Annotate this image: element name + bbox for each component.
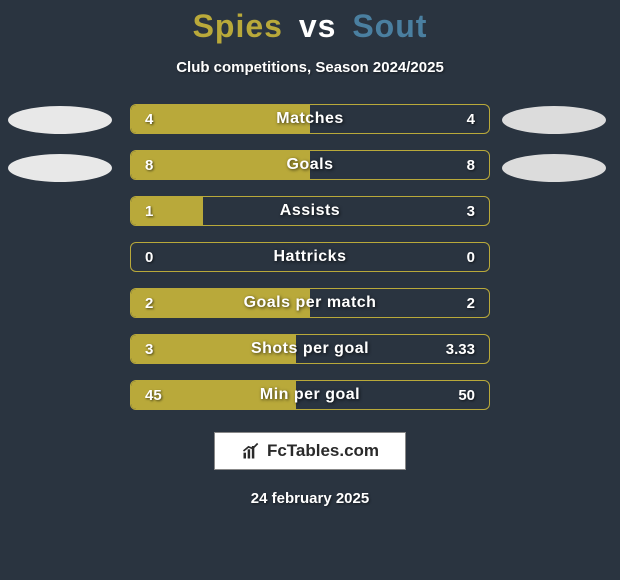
player2-name: Sout [352, 8, 427, 44]
right-badges [502, 104, 612, 410]
badge-ellipse-icon [8, 154, 112, 182]
stat-value-left: 8 [135, 157, 195, 174]
content: 4Matches48Goals81Assists30Hattricks02Goa… [0, 104, 620, 410]
left-badges [8, 104, 118, 410]
stat-value-right: 50 [425, 387, 485, 404]
stat-value-right: 0 [425, 249, 485, 266]
brand-badge: FcTables.com [214, 432, 406, 470]
stat-value-left: 1 [135, 203, 195, 220]
stat-value-left: 2 [135, 295, 195, 312]
stat-value-left: 3 [135, 341, 195, 358]
stat-value-left: 0 [135, 249, 195, 266]
badge-ellipse-icon [8, 106, 112, 134]
chart-icon [241, 441, 261, 461]
stat-value-right: 4 [425, 111, 485, 128]
stat-row: 8Goals8 [130, 150, 490, 180]
stat-row: 45Min per goal50 [130, 380, 490, 410]
stat-row: 1Assists3 [130, 196, 490, 226]
stat-label: Goals per match [195, 294, 425, 312]
stat-value-left: 45 [135, 387, 195, 404]
stat-value-right: 3 [425, 203, 485, 220]
stat-label: Min per goal [195, 386, 425, 404]
stat-label: Matches [195, 110, 425, 128]
stat-row: 2Goals per match2 [130, 288, 490, 318]
stat-value-left: 4 [135, 111, 195, 128]
vs-text: vs [299, 8, 337, 44]
subtitle: Club competitions, Season 2024/2025 [0, 59, 620, 76]
date-text: 24 february 2025 [0, 490, 620, 507]
stat-row: 4Matches4 [130, 104, 490, 134]
stat-value-right: 3.33 [425, 341, 485, 358]
stat-label: Goals [195, 156, 425, 174]
stat-value-right: 2 [425, 295, 485, 312]
stat-label: Shots per goal [195, 340, 425, 358]
header: Spies vs Sout Club competitions, Season … [0, 0, 620, 76]
footer: FcTables.com 24 february 2025 [0, 432, 620, 507]
stat-bars: 4Matches48Goals81Assists30Hattricks02Goa… [130, 104, 490, 410]
stat-label: Assists [195, 202, 425, 220]
stat-row: 0Hattricks0 [130, 242, 490, 272]
badge-ellipse-icon [502, 154, 606, 182]
stat-row: 3Shots per goal3.33 [130, 334, 490, 364]
brand-text: FcTables.com [267, 441, 379, 461]
comparison-title: Spies vs Sout [0, 8, 620, 45]
player1-name: Spies [193, 8, 283, 44]
badge-ellipse-icon [502, 106, 606, 134]
stat-label: Hattricks [195, 248, 425, 266]
stat-value-right: 8 [425, 157, 485, 174]
